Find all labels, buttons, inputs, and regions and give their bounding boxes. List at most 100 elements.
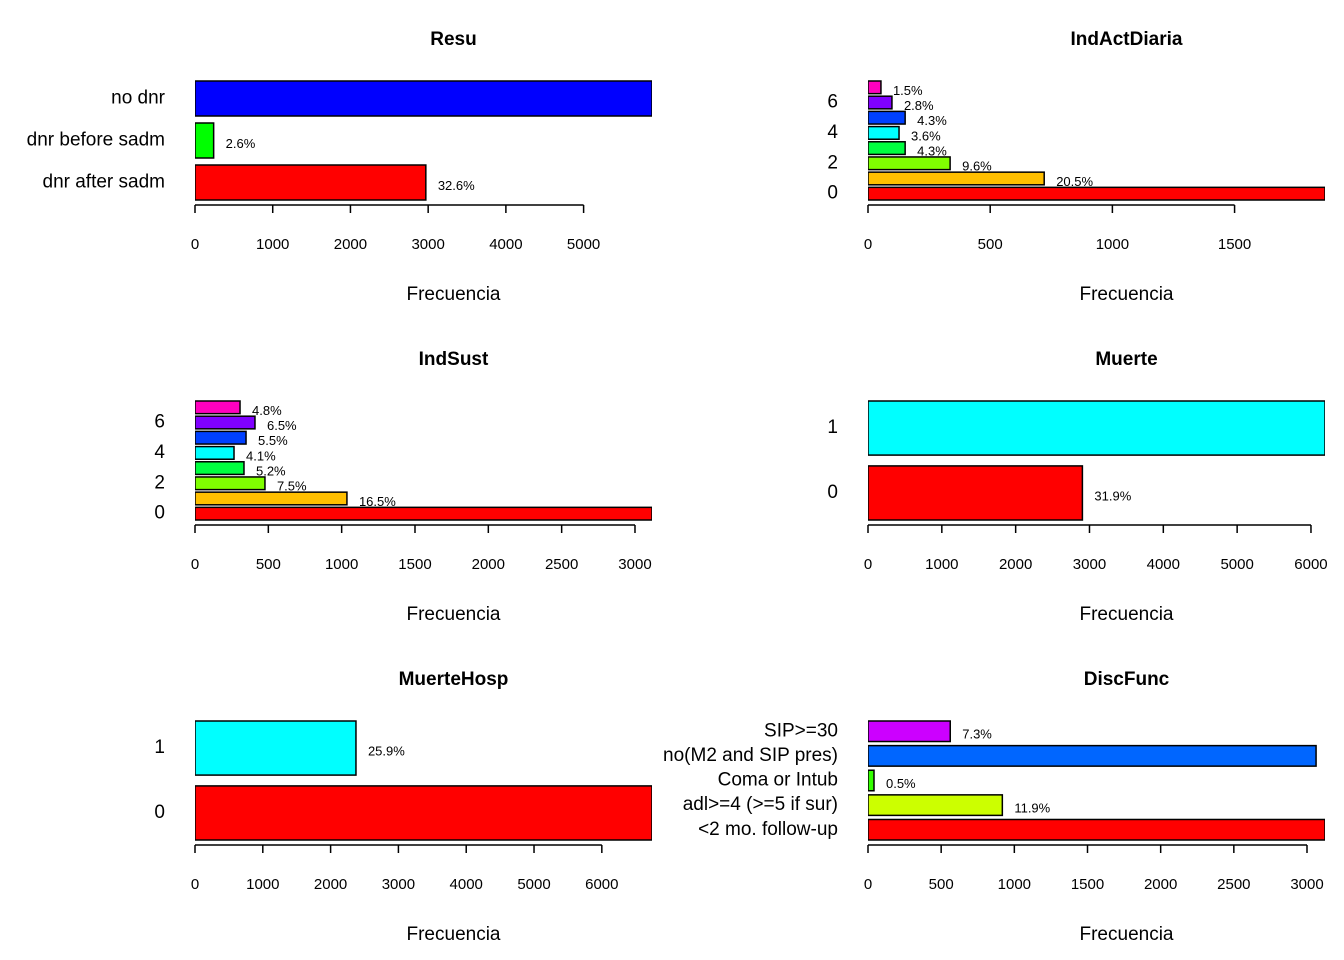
bar [868, 400, 1325, 456]
bar [868, 141, 906, 156]
bar [868, 125, 900, 140]
x-tick-label: 0 [864, 236, 872, 253]
bar-label: 4.3% [917, 113, 947, 128]
bar-label: 5.2% [256, 464, 286, 479]
bar-label: 4.8% [252, 403, 282, 418]
chart-title: IndActDiaria [1071, 29, 1183, 50]
bar-label: 3.6% [911, 128, 941, 143]
bar [195, 720, 357, 776]
x-tick-label: 2500 [545, 556, 578, 573]
bar-label: 2.8% [904, 98, 934, 113]
bar-label: 32.6% [438, 178, 475, 193]
bar [868, 186, 1325, 201]
x-tick-label: 3000 [382, 876, 415, 893]
x-tick-label: 0 [191, 876, 199, 893]
x-tick-label: 2000 [999, 556, 1032, 573]
category-label: 2 [154, 472, 165, 493]
bar-label: 2.6% [226, 136, 256, 151]
x-tick-label: 0 [191, 556, 199, 573]
x-axis-label: Frecuencia [407, 284, 501, 305]
category-label: 4 [154, 442, 165, 463]
category-label: 0 [827, 482, 838, 503]
x-tick-label: 1500 [1071, 876, 1104, 893]
category-label: 0 [154, 802, 165, 823]
bar [195, 430, 247, 445]
bar [868, 110, 906, 125]
panel: IndActDiaria Frecuencia 0 20.5% 2 9.6% 4.3% 4 3.… [827, 29, 1325, 305]
x-tick-label: 0 [191, 236, 199, 253]
x-axis-label: Frecuencia [407, 924, 501, 945]
panel: MuerteHosp Frecuencia 0 1 25.9% 0 1000 2000 3000… [154, 669, 652, 945]
bar [868, 156, 951, 171]
category-label: 6 [827, 92, 838, 113]
bar-label: 20.5% [1056, 174, 1093, 189]
x-tick-label: 4000 [1147, 556, 1180, 573]
bar [868, 80, 882, 95]
category-label: 0 [827, 183, 838, 204]
bar-label: 7.3% [962, 727, 992, 742]
bar-label: 4.1% [246, 448, 276, 463]
bar [195, 164, 427, 201]
chart-title: IndSust [419, 349, 489, 370]
x-tick-label: 3000 [1290, 876, 1323, 893]
bar [195, 476, 266, 491]
panel: Resu Frecuencia dnr after sadm 32.6% dnr bef… [27, 29, 652, 305]
x-tick-label: 1000 [325, 556, 358, 573]
x-tick-label: 4000 [489, 236, 522, 253]
x-tick-label: 5000 [517, 876, 550, 893]
chart-title: DiscFunc [1084, 669, 1170, 690]
x-tick-label: 3000 [618, 556, 651, 573]
bar [195, 400, 241, 415]
bar-label: 1.5% [893, 83, 923, 98]
bar [195, 80, 652, 117]
x-tick-label: 1000 [256, 236, 289, 253]
bar [868, 794, 1004, 817]
bar [868, 720, 951, 743]
bar [195, 122, 215, 159]
bar-label: 7.5% [277, 479, 307, 494]
bar-label: 4.3% [917, 144, 947, 159]
x-tick-label: 0 [864, 876, 872, 893]
x-tick-label: 4000 [450, 876, 483, 893]
category-label: 1 [827, 417, 838, 438]
x-tick-label: 1000 [246, 876, 279, 893]
x-tick-label: 2500 [1217, 876, 1250, 893]
x-tick-label: 2000 [334, 236, 367, 253]
x-tick-label: 6000 [1294, 556, 1327, 573]
x-tick-label: 500 [256, 556, 281, 573]
x-tick-label: 5000 [567, 236, 600, 253]
x-tick-label: 1500 [398, 556, 431, 573]
x-tick-label: 2000 [1144, 876, 1177, 893]
chart-title: Muerte [1095, 349, 1157, 370]
category-label: SIP>=30 [764, 720, 838, 741]
x-tick-label: 3000 [1073, 556, 1106, 573]
bar [868, 769, 875, 792]
category-label: 1 [154, 737, 165, 758]
chart-title: Resu [430, 29, 476, 50]
panel: DiscFunc Frecuencia <2 mo. follow-up adl>=4… [663, 669, 1325, 945]
bar [195, 491, 348, 506]
x-tick-label: 2000 [314, 876, 347, 893]
bar [868, 744, 1317, 767]
bar [195, 445, 235, 460]
bar-label: 9.6% [962, 159, 992, 174]
x-axis-label: Frecuencia [1080, 604, 1174, 625]
bar-label: 5.5% [258, 433, 288, 448]
bar [868, 95, 893, 110]
bar-label: 6.5% [267, 418, 297, 433]
bar-label: 25.9% [368, 743, 405, 758]
bar [868, 171, 1045, 186]
x-axis-label: Frecuencia [1080, 924, 1174, 945]
chart-title: MuerteHosp [399, 669, 509, 690]
x-tick-label: 3000 [411, 236, 444, 253]
category-label: <2 mo. follow-up [698, 819, 838, 840]
category-label: 0 [154, 503, 165, 524]
panel: IndSust Frecuencia 0 16.5% 2 7.5%5.2% 4 4.1%5.5… [154, 349, 652, 625]
x-axis-label: Frecuencia [407, 604, 501, 625]
bar-label: 31.9% [1094, 488, 1131, 503]
x-tick-label: 5000 [1220, 556, 1253, 573]
bar-label: 16.5% [359, 494, 396, 509]
category-label: dnr after sadm [43, 172, 166, 193]
bar [868, 465, 1084, 521]
x-axis-label: Frecuencia [1080, 284, 1174, 305]
